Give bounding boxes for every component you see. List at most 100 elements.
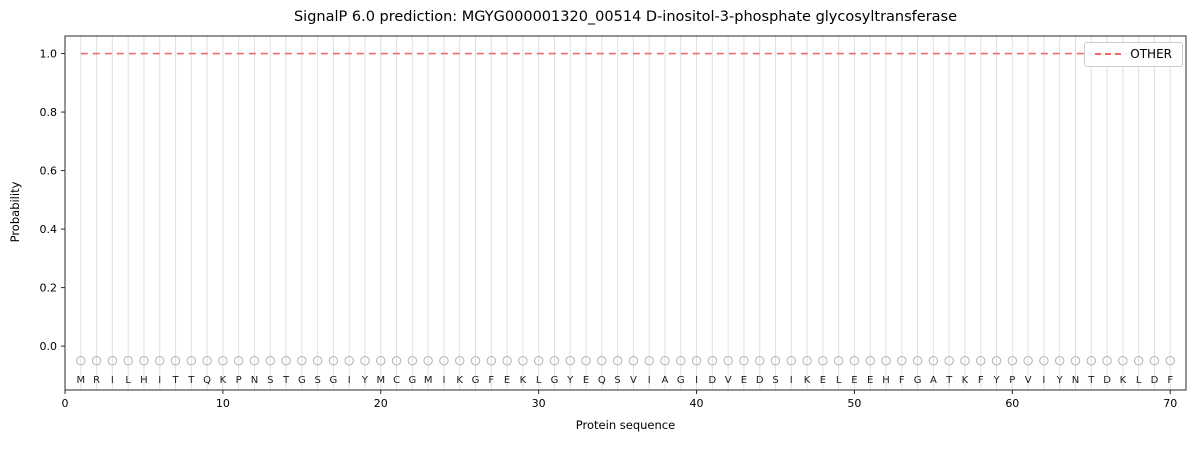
residue-marker	[660, 356, 670, 366]
residue-letter: K	[1120, 375, 1127, 386]
residue-marker	[391, 356, 402, 366]
residue-letter: E	[851, 375, 857, 386]
legend-label: OTHER	[1130, 47, 1172, 61]
residue-marker	[502, 356, 512, 366]
residue-letter: S	[314, 375, 320, 386]
residue-marker	[376, 356, 386, 366]
x-tick-label: 60	[1005, 397, 1019, 410]
residue-letter: K	[520, 375, 527, 386]
residue-marker	[786, 356, 796, 366]
residue-marker	[218, 356, 228, 366]
residue-marker	[533, 356, 544, 366]
residue-letter: K	[962, 375, 969, 386]
residue-letter: I	[695, 375, 698, 386]
residue-letter: P	[236, 375, 242, 386]
residue-marker	[755, 356, 765, 366]
residue-letter: D	[708, 375, 716, 386]
residue-letter: G	[298, 375, 306, 386]
residue-letter: V	[630, 375, 637, 386]
residue-letter: N	[1072, 375, 1079, 386]
residue-letter: P	[1009, 375, 1015, 386]
residue-marker	[597, 356, 607, 366]
residue-marker	[123, 356, 133, 366]
residue-letter: E	[583, 375, 589, 386]
residue-letter: K	[456, 375, 463, 386]
residue-marker	[344, 356, 354, 366]
residue-marker	[739, 356, 749, 366]
residue-letter: I	[348, 375, 351, 386]
residue-letter: Q	[203, 375, 211, 386]
plot-frame	[64, 35, 1187, 391]
residue-letter: V	[725, 375, 732, 386]
residue-marker	[944, 356, 954, 366]
residue-letter: Y	[992, 375, 1000, 386]
residue-marker	[723, 356, 733, 366]
residue-letter: I	[648, 375, 651, 386]
residue-letter: M	[76, 375, 85, 386]
residue-letter: L	[125, 375, 131, 386]
residue-marker	[1118, 356, 1128, 366]
y-tick-label: 0.8	[40, 106, 58, 119]
residue-marker	[155, 356, 165, 366]
residue-marker	[849, 356, 860, 366]
residue-marker	[1007, 356, 1018, 366]
residue-marker	[897, 356, 907, 366]
residue-letter: L	[1136, 375, 1142, 386]
residue-letter: G	[330, 375, 338, 386]
residue-letter: E	[820, 375, 826, 386]
residue-letter: T	[1087, 375, 1095, 386]
residue-marker	[91, 356, 102, 366]
residue-marker	[470, 356, 481, 366]
residue-letter: E	[867, 375, 873, 386]
residue-marker	[518, 356, 528, 366]
residue-letter: K	[804, 375, 811, 386]
residue-marker	[707, 356, 718, 366]
residue-marker	[407, 356, 418, 366]
residue-marker	[1149, 356, 1160, 366]
residue-marker	[1054, 356, 1065, 366]
residue-letter: D	[1103, 375, 1111, 386]
residue-letter: L	[536, 375, 542, 386]
residue-marker	[691, 356, 702, 366]
residue-letter: G	[408, 375, 416, 386]
residue-letter: F	[1167, 375, 1173, 386]
residue-marker	[312, 356, 323, 366]
residue-letter: I	[442, 375, 445, 386]
residue-letter: M	[424, 375, 433, 386]
residue-letter: A	[930, 375, 937, 386]
residue-letter: G	[472, 375, 480, 386]
residue-marker	[802, 356, 812, 366]
residue-marker	[249, 356, 260, 366]
residue-marker	[818, 356, 828, 366]
residue-letter: S	[267, 375, 273, 386]
residue-marker	[1102, 356, 1112, 366]
x-axis-label: Protein sequence	[575, 418, 676, 432]
residue-marker	[360, 356, 370, 366]
residue-marker	[676, 356, 686, 366]
residue-letter: S	[772, 375, 778, 386]
residue-letter: Y	[1056, 375, 1064, 386]
residue-marker	[881, 356, 891, 366]
residue-marker	[265, 356, 275, 366]
residue-marker	[202, 356, 212, 366]
residue-letter: F	[488, 375, 494, 386]
legend-dashed-line-icon	[1095, 53, 1122, 55]
residue-marker	[328, 356, 339, 366]
y-tick-label: 0.6	[40, 165, 58, 178]
residue-letter: I	[1042, 375, 1045, 386]
residue-letter: K	[220, 375, 227, 386]
residue-marker	[549, 356, 560, 366]
residue-letter: F	[899, 375, 905, 386]
residue-marker	[439, 356, 449, 366]
x-tick-label: 50	[847, 397, 861, 410]
residue-marker	[644, 356, 654, 366]
x-tick-label: 30	[532, 397, 546, 410]
residue-letter: F	[978, 375, 984, 386]
residue-letter: Y	[566, 375, 574, 386]
residue-letter: H	[140, 375, 148, 386]
x-tick-label: 20	[374, 397, 388, 410]
x-tick-label: 0	[62, 397, 69, 410]
residue-letter: R	[93, 375, 100, 386]
residue-letter: H	[882, 375, 890, 386]
